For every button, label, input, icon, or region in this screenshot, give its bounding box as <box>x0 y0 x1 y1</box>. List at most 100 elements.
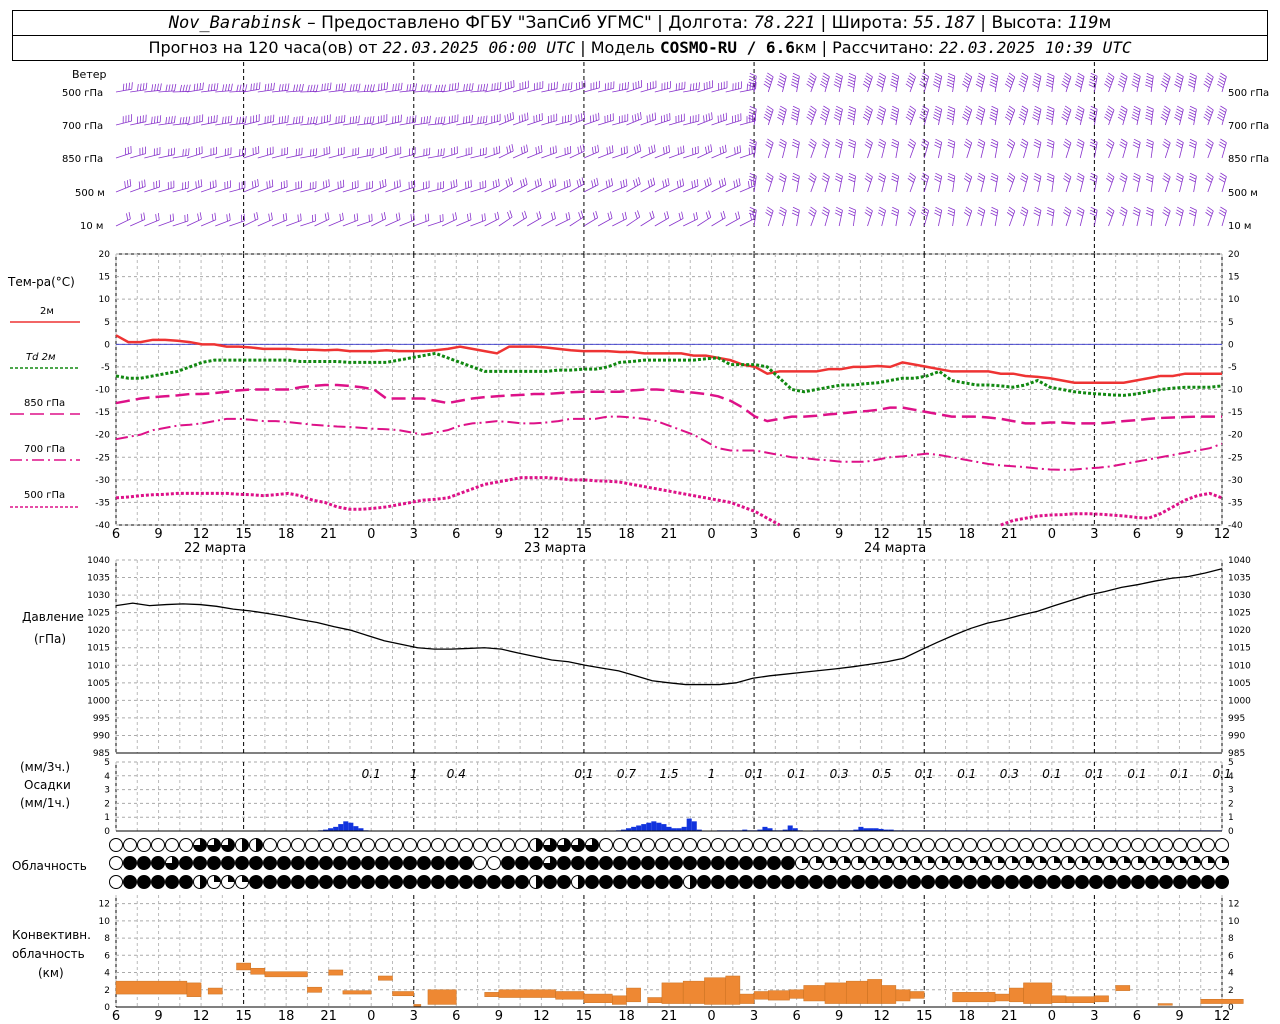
wind-barb <box>909 176 916 193</box>
cloud-icon <box>361 856 375 870</box>
wind-barb-feather <box>679 179 682 187</box>
wind-barb-feather <box>565 213 568 221</box>
wind-barb-feather <box>1219 75 1226 80</box>
wind-barb-feather <box>1161 113 1168 119</box>
wind-level-10m: 10 м <box>80 221 104 232</box>
wind-barb-feather <box>1177 105 1184 110</box>
wind-barb <box>668 218 684 227</box>
wind-barb-feather <box>962 113 970 119</box>
wind-barb <box>201 121 217 126</box>
wind-barb-feather <box>468 83 471 91</box>
wind-barb-feather <box>652 177 656 185</box>
precip-3h-total: 0.1 <box>1212 767 1231 781</box>
wind-barb-feather <box>229 213 231 221</box>
wind-barb-feather <box>1177 206 1184 211</box>
cloud-icon <box>1061 838 1075 852</box>
wind-barb <box>683 88 700 93</box>
wind-barb-feather <box>891 111 898 116</box>
cloud-icon <box>921 838 935 852</box>
wind-barb-feather <box>1218 178 1226 183</box>
wind-barb-feather <box>753 178 756 186</box>
wind-barb-feather <box>748 114 756 119</box>
wind-barb <box>1164 176 1171 193</box>
wind-barb-feather <box>269 180 271 188</box>
wind-barb-feather <box>210 83 213 91</box>
cloud-icon <box>781 838 795 852</box>
wind-barb-feather <box>705 212 709 219</box>
wind-barb-feather <box>962 83 969 89</box>
wind-barb-feather <box>1064 206 1072 212</box>
wind-barb-feather <box>791 78 799 83</box>
pressure-ytick-right: 1000 <box>1228 696 1251 706</box>
wind-barb-feather <box>1046 114 1054 119</box>
wind-barb-feather <box>990 175 998 180</box>
wind-barb <box>328 153 345 159</box>
wind-barb-feather <box>1133 175 1140 180</box>
wind-barb-feather <box>947 111 955 116</box>
conv-cloud-bar <box>824 982 847 1004</box>
cloud-icon-fill <box>571 838 585 852</box>
wind-barb-feather <box>230 115 233 123</box>
wind-barb-feather <box>666 211 670 219</box>
wind-barb <box>810 142 817 159</box>
wind-barb-feather <box>596 177 599 185</box>
wind-barb <box>484 120 501 126</box>
precip-3h-total: 0.1 <box>957 767 976 781</box>
wind-barb-feather <box>168 116 170 124</box>
wind-barb-feather <box>1219 108 1226 113</box>
conv-ytick: 4 <box>104 969 110 979</box>
cloud-icon <box>1117 838 1131 852</box>
cloud-icon-fill <box>242 838 249 852</box>
wind-barb-feather <box>522 178 525 186</box>
precip-bar <box>853 829 859 831</box>
wind-barb-feather <box>1218 212 1226 217</box>
wind-barb-feather <box>1132 114 1139 119</box>
wind-barb-feather <box>877 212 885 217</box>
cloud-icon <box>179 875 193 889</box>
cloud-icon <box>753 875 767 889</box>
wind-barb-feather <box>654 112 657 120</box>
wind-barb-feather <box>1018 83 1025 89</box>
wind-barb-feather <box>1205 178 1212 183</box>
wind-barb-feather <box>948 106 955 110</box>
wind-barb-feather <box>865 209 872 214</box>
wind-barb-feather <box>1163 141 1170 146</box>
wind-barb <box>767 142 774 159</box>
conv-xtick: 3 <box>1090 1009 1098 1024</box>
cloud-icon <box>137 838 151 852</box>
wind-barb-feather <box>1189 105 1197 110</box>
wind-barb <box>555 120 572 126</box>
wind-barb <box>115 152 132 159</box>
cloud-icon-fill <box>1166 856 1173 863</box>
wind-barb-feather <box>1117 116 1125 122</box>
cloud-icon <box>599 838 613 852</box>
wind-barb-feather <box>467 213 469 221</box>
cloud-icon <box>109 856 123 870</box>
conv-cloud-bar <box>1009 987 1024 1003</box>
precip-ytick-right: 3 <box>1228 786 1234 796</box>
wind-barb-feather <box>1074 116 1082 122</box>
wind-barb-feather <box>990 178 998 183</box>
wind-barb-feather <box>748 84 755 88</box>
model-label: | Модель <box>575 38 660 57</box>
conv-cloud-bar <box>342 990 372 995</box>
wind-barb-feather <box>1108 138 1115 144</box>
wind-barb <box>512 151 528 159</box>
wind-barb-feather <box>822 209 829 214</box>
cloud-icon <box>403 838 417 852</box>
precip-bar <box>641 824 647 831</box>
wind-barb-feather <box>1207 172 1214 178</box>
wind-barb-feather <box>808 144 815 149</box>
wind-barb-feather <box>222 116 224 124</box>
wind-barb-feather <box>426 84 429 92</box>
wind-barb-feather <box>568 212 571 220</box>
wind-barb-feather <box>1007 108 1015 113</box>
wind-barb-feather <box>976 114 983 119</box>
wind-barb <box>1008 109 1016 126</box>
precip-ytick: 5 <box>104 758 110 768</box>
wind-barb-feather <box>211 213 214 221</box>
wind-barb-feather <box>1163 175 1170 180</box>
wind-barb-feather <box>705 146 708 154</box>
wind-barb-feather <box>155 214 157 222</box>
cloud-icon <box>669 838 683 852</box>
